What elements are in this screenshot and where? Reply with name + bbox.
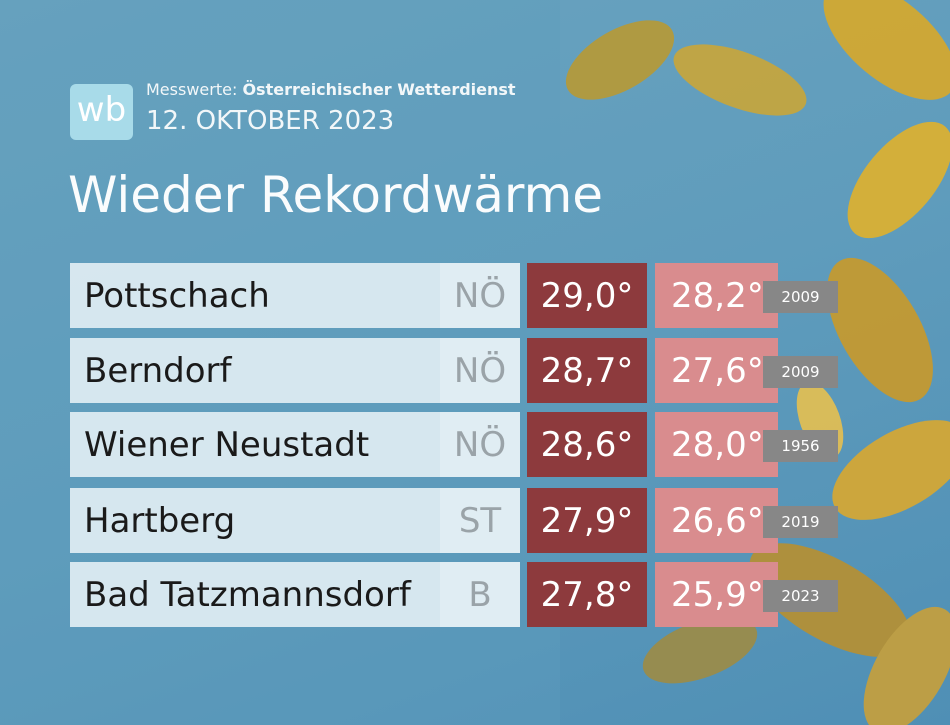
state: B bbox=[440, 562, 520, 627]
logo: wb bbox=[70, 84, 133, 140]
leaf bbox=[823, 0, 950, 100]
leaf bbox=[827, 257, 933, 403]
station: Wiener Neustadt bbox=[70, 412, 440, 477]
previous-record: 28,0° bbox=[655, 412, 778, 477]
previous-record: 28,2° bbox=[655, 263, 778, 328]
record-year: 2009 bbox=[763, 281, 838, 313]
leaf bbox=[832, 420, 950, 520]
leaf bbox=[863, 606, 950, 725]
previous-record: 26,6° bbox=[655, 488, 778, 553]
leaf bbox=[847, 121, 950, 239]
temperature: 28,6° bbox=[527, 412, 647, 477]
record-year: 1956 bbox=[763, 430, 838, 462]
temperature: 27,9° bbox=[527, 488, 647, 553]
previous-record: 25,9° bbox=[655, 562, 778, 627]
state: NÖ bbox=[440, 263, 520, 328]
temperature: 28,7° bbox=[527, 338, 647, 403]
title: Wieder Rekordwärme bbox=[68, 166, 604, 224]
record-year: 2023 bbox=[763, 580, 838, 612]
source-name: Österreichischer Wetterdienst bbox=[242, 80, 516, 99]
source-label: Messwerte: bbox=[146, 80, 238, 99]
temperature: 29,0° bbox=[527, 263, 647, 328]
previous-record: 27,6° bbox=[655, 338, 778, 403]
station: Berndorf bbox=[70, 338, 440, 403]
source: Messwerte: Österreichischer Wetterdienst bbox=[146, 80, 516, 99]
temperature: 27,8° bbox=[527, 562, 647, 627]
station: Pottschach bbox=[70, 263, 440, 328]
state: NÖ bbox=[440, 412, 520, 477]
state: NÖ bbox=[440, 338, 520, 403]
leaf bbox=[565, 20, 675, 100]
state: ST bbox=[440, 488, 520, 553]
leaf bbox=[673, 44, 807, 116]
station: Bad Tatzmannsdorf bbox=[70, 562, 440, 627]
record-year: 2009 bbox=[763, 356, 838, 388]
station: Hartberg bbox=[70, 488, 440, 553]
date: 12. OKTOBER 2023 bbox=[146, 106, 395, 136]
record-year: 2019 bbox=[763, 506, 838, 538]
leaf bbox=[642, 616, 758, 684]
